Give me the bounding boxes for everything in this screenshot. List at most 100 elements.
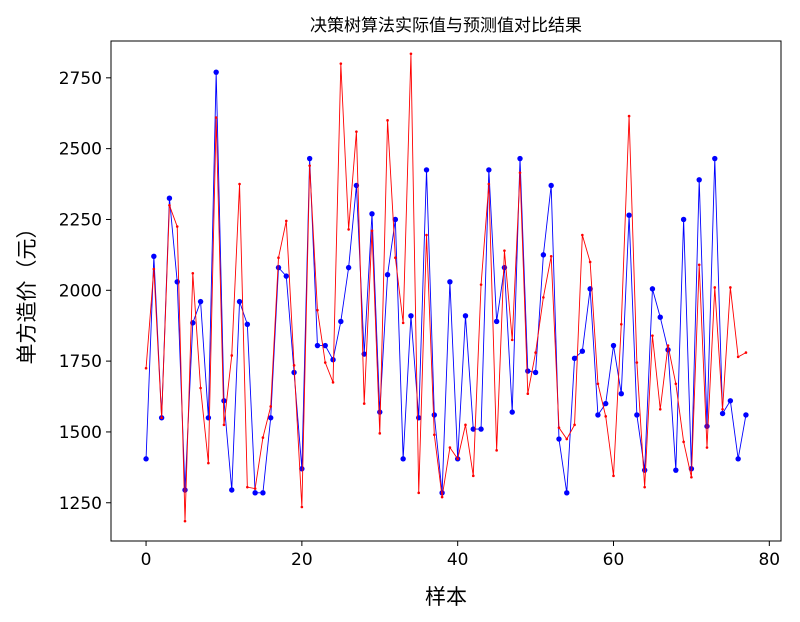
y-tick-label: 2000 (59, 281, 102, 301)
data-point (470, 426, 476, 432)
data-point (409, 52, 413, 56)
data-point (261, 436, 265, 439)
series-0 (143, 69, 749, 496)
y-tick-label: 1500 (59, 423, 102, 443)
data-point (207, 461, 210, 465)
data-point (565, 437, 569, 441)
data-point (487, 182, 491, 186)
data-point (370, 229, 374, 233)
data-point (144, 366, 148, 370)
y-tick-label: 2250 (59, 210, 102, 230)
data-point (182, 487, 188, 493)
data-point (478, 426, 484, 432)
data-point (540, 252, 547, 258)
data-point (721, 407, 724, 411)
data-point (277, 256, 280, 260)
series-line (145, 72, 747, 494)
data-point (425, 233, 428, 237)
data-point (651, 334, 654, 337)
data-point (503, 249, 506, 252)
data-point (579, 348, 586, 354)
data-point (581, 233, 584, 237)
data-point (525, 368, 531, 374)
data-point (260, 490, 266, 496)
data-point (168, 204, 171, 207)
data-point (199, 386, 202, 390)
data-point (510, 338, 514, 342)
data-point (408, 313, 414, 319)
data-point (330, 357, 336, 363)
data-point (596, 382, 600, 386)
data-point (626, 212, 632, 218)
data-point (571, 355, 578, 361)
data-point (347, 228, 350, 231)
data-point (548, 182, 554, 189)
series-line (145, 53, 747, 522)
data-point (152, 267, 156, 271)
data-point (712, 155, 718, 162)
data-point (369, 211, 375, 217)
data-point (323, 361, 327, 364)
data-point (283, 273, 289, 279)
data-point (549, 254, 553, 258)
data-point (378, 432, 382, 435)
x-axis-label: 样本 (425, 585, 467, 609)
data-point (222, 423, 226, 427)
data-point (532, 369, 539, 376)
data-point (619, 322, 623, 326)
x-tick-label: 80 (758, 550, 780, 570)
data-point (618, 390, 624, 397)
data-point (649, 286, 656, 292)
data-point (143, 456, 149, 462)
data-point (673, 467, 679, 473)
data-point (610, 342, 617, 349)
data-point (690, 475, 693, 479)
data-point (244, 321, 251, 327)
data-point (666, 344, 670, 347)
data-point (417, 491, 421, 495)
data-point (183, 519, 187, 523)
y-tick-label: 2500 (59, 140, 102, 160)
data-point (556, 436, 562, 442)
data-point (612, 474, 615, 478)
data-point (355, 130, 358, 133)
data-point (603, 400, 609, 407)
series-layer (143, 52, 749, 523)
plot-frame (110, 40, 782, 542)
data-point (464, 423, 467, 427)
data-point (680, 216, 687, 223)
data-point (682, 440, 685, 444)
data-point (191, 271, 195, 275)
data-point (713, 286, 717, 289)
data-point (658, 407, 662, 411)
data-point (641, 467, 648, 473)
data-point (331, 381, 335, 384)
data-point (221, 398, 227, 404)
data-point (205, 415, 212, 421)
data-point (705, 446, 709, 449)
data-point (400, 456, 406, 462)
data-point (401, 321, 405, 325)
data-point (557, 426, 561, 429)
data-point (736, 355, 740, 359)
data-point (284, 219, 288, 223)
data-point (729, 286, 732, 289)
series-1 (144, 52, 748, 523)
data-point (345, 264, 352, 271)
data-point (635, 361, 639, 364)
data-point (744, 351, 748, 354)
data-point (439, 490, 445, 496)
data-point (308, 164, 311, 167)
data-point (627, 114, 631, 118)
data-point (214, 116, 218, 119)
data-point (423, 167, 430, 173)
data-point (175, 225, 179, 228)
data-point (517, 155, 523, 162)
data-point (392, 216, 399, 223)
data-point (238, 182, 241, 186)
data-point (314, 342, 321, 349)
data-point (573, 423, 576, 427)
x-tick-label: 40 (447, 550, 469, 570)
data-point (394, 256, 397, 260)
